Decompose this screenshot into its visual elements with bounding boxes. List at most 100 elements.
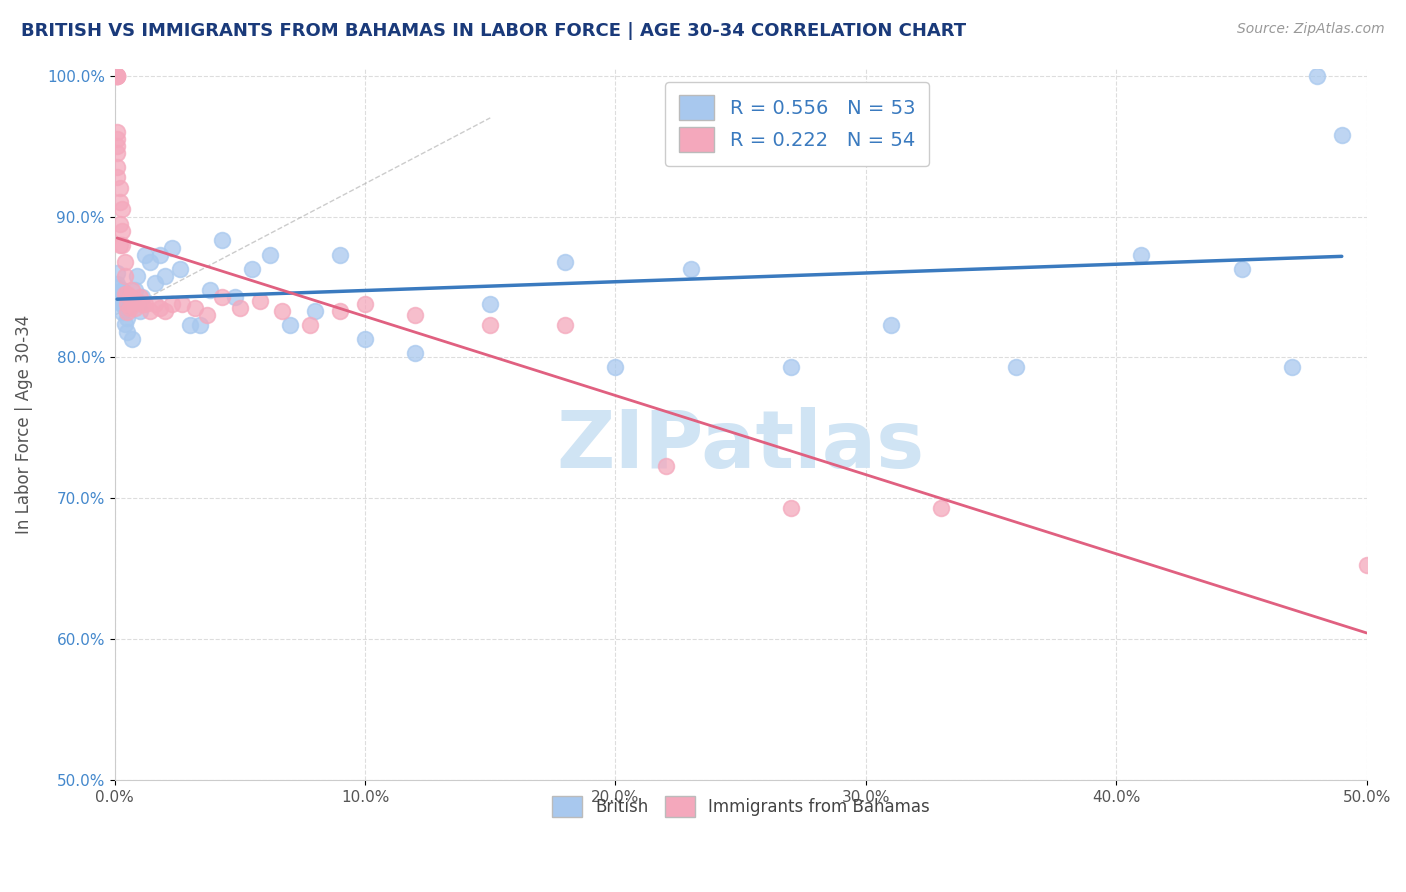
Point [172,297,194,311]
Point [105,280,128,294]
Point [779,360,801,375]
Point [149,247,172,261]
Point [354,332,377,346]
Point [105,139,128,153]
Point [1130,247,1153,261]
Point [105,146,128,161]
Point [108,217,131,231]
Point [127,294,149,309]
Point [118,301,141,315]
Point [108,287,131,301]
Point [153,304,176,318]
Point [211,290,233,304]
Point [278,318,301,332]
Point [929,501,952,516]
Point [654,458,676,473]
Text: ZIPatlas: ZIPatlas [557,407,925,484]
Point [479,297,502,311]
Point [211,234,233,248]
Point [605,360,627,375]
Point [188,318,211,332]
Point [298,318,321,332]
Point [108,237,131,252]
Point [121,283,143,297]
Point [105,69,128,83]
Point [114,268,136,283]
Point [329,247,352,261]
Point [304,304,326,318]
Point [111,202,134,217]
Point [143,276,166,290]
Point [404,308,426,322]
Point [111,291,134,305]
Point [880,318,903,332]
Point [124,283,146,297]
Point [229,301,252,315]
Point [184,301,207,315]
Point [131,297,153,311]
Point [259,247,281,261]
Point [105,160,128,174]
Point [779,501,801,516]
Point [108,181,131,195]
Point [1355,558,1378,572]
Point [153,268,176,283]
Point [111,237,134,252]
Point [111,297,134,311]
Point [105,69,128,83]
Point [105,169,128,184]
Point [115,325,138,339]
Point [114,254,136,268]
Point [105,125,128,139]
Point [240,261,263,276]
Point [115,305,138,319]
Point [169,261,191,276]
Point [198,283,221,297]
Point [115,297,138,311]
Point [138,254,160,268]
Point [111,224,134,238]
Point [121,332,143,346]
Point [111,283,134,297]
Point [108,290,131,304]
Point [404,346,426,360]
Legend: British, Immigrants from Bahamas: British, Immigrants from Bahamas [543,788,938,825]
Point [105,69,128,83]
Point [554,254,576,268]
Point [115,310,138,325]
Point [354,297,377,311]
Point [114,301,136,315]
Point [114,287,136,301]
Point [131,290,153,304]
Point [249,294,271,309]
Point [1281,360,1303,375]
Point [1330,128,1353,142]
Point [1306,69,1329,83]
Point [124,301,146,315]
Point [149,301,172,315]
Point [134,247,156,261]
Point [160,240,183,254]
Point [271,304,294,318]
Point [118,290,141,304]
Point [1230,261,1253,276]
Point [115,287,138,301]
Point [105,266,128,280]
Point [134,297,156,311]
Point [224,290,246,304]
Point [679,261,702,276]
Point [118,297,141,311]
Point [179,318,201,332]
Point [1005,360,1028,375]
Point [160,297,183,311]
Point [138,304,160,318]
Point [118,290,141,304]
Text: Source: ZipAtlas.com: Source: ZipAtlas.com [1237,22,1385,37]
Point [105,277,128,292]
Point [108,294,131,309]
Point [195,308,218,322]
Point [105,290,128,304]
Point [111,305,134,319]
Point [108,195,131,210]
Text: BRITISH VS IMMIGRANTS FROM BAHAMAS IN LABOR FORCE | AGE 30-34 CORRELATION CHART: BRITISH VS IMMIGRANTS FROM BAHAMAS IN LA… [21,22,966,40]
